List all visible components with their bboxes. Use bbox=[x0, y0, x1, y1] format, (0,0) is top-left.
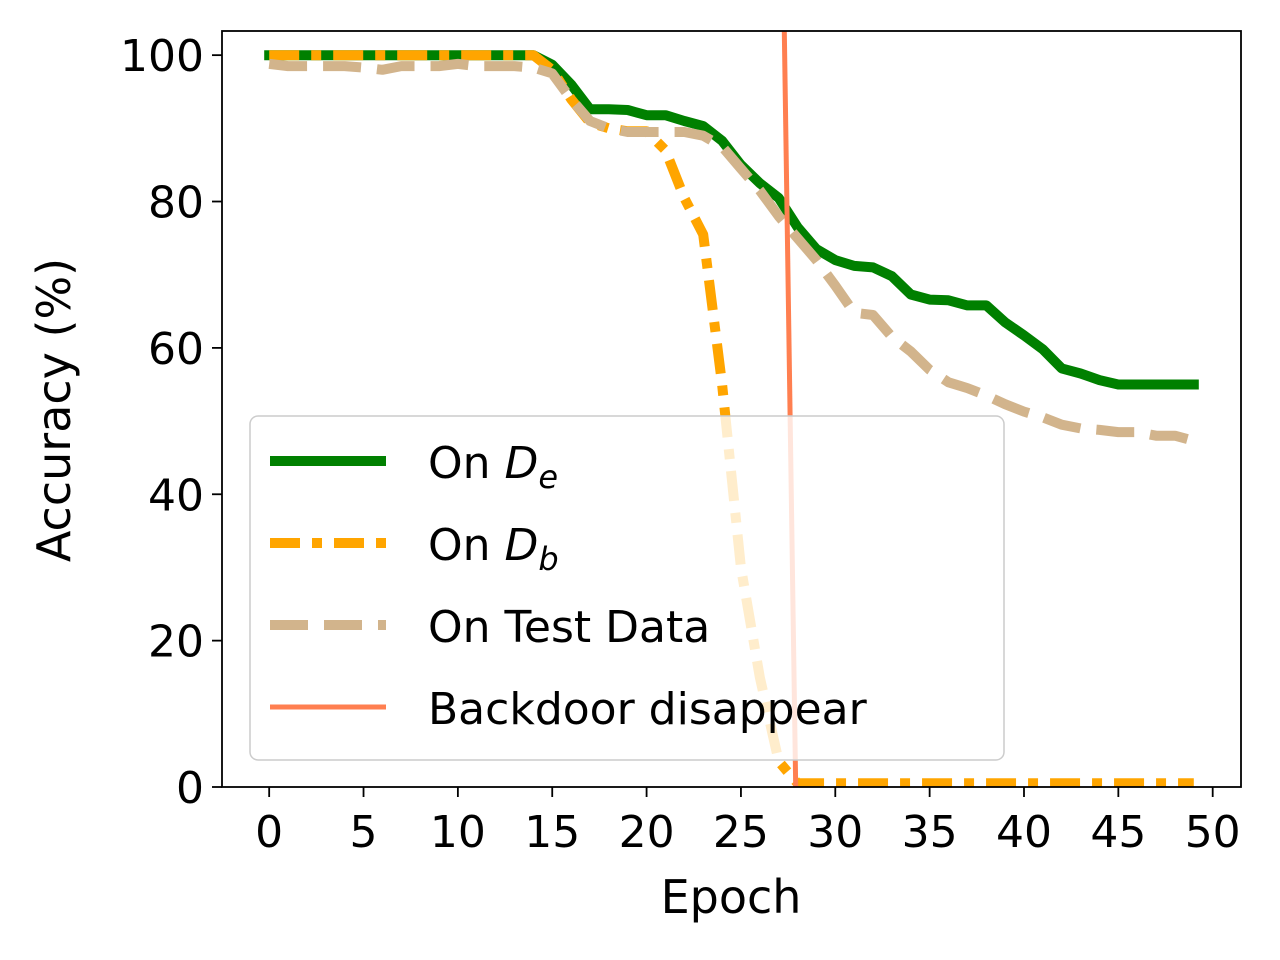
y-tick-label: 40 bbox=[148, 470, 204, 521]
x-tick-label: 10 bbox=[430, 807, 486, 858]
legend-frame bbox=[249, 415, 1005, 761]
y-axis: 0 20 40 60 80 100 bbox=[120, 31, 222, 814]
x-tick-label: 15 bbox=[524, 807, 580, 858]
x-tick-label: 25 bbox=[713, 807, 769, 858]
series-line-3 bbox=[268, 58, 1196, 446]
y-tick-label: 100 bbox=[120, 31, 204, 82]
legend-label-1: On De bbox=[428, 438, 558, 496]
x-axis-label: Epoch bbox=[661, 870, 802, 924]
series-line-1 bbox=[264, 50, 1199, 390]
x-tick-label: 50 bbox=[1185, 807, 1241, 858]
x-tick-label: 45 bbox=[1090, 807, 1146, 858]
legend: On De On Db On Test Data Backdoor disappear bbox=[249, 415, 1005, 761]
y-tick-label: 20 bbox=[148, 617, 204, 668]
legend-label-2: On Db bbox=[428, 520, 559, 578]
y-tick-label: 80 bbox=[148, 178, 204, 229]
legend-label-3: On Test Data bbox=[428, 602, 710, 653]
x-tick-label: 30 bbox=[807, 807, 863, 858]
plot-frame bbox=[221, 30, 1242, 788]
y-tick-label: 60 bbox=[148, 324, 204, 375]
y-tick-label: 0 bbox=[176, 763, 204, 814]
x-axis: 0 5 10 15 20 25 30 35 40 45 50 bbox=[255, 787, 1241, 858]
x-tick-label: 20 bbox=[619, 807, 675, 858]
y-axis-label: Accuracy (%) bbox=[27, 258, 81, 562]
x-tick-label: 0 bbox=[255, 807, 283, 858]
x-tick-label: 40 bbox=[996, 807, 1052, 858]
legend-label-4: Backdoor disappear bbox=[428, 684, 868, 735]
x-tick-label: 5 bbox=[350, 807, 378, 858]
x-tick-label: 35 bbox=[902, 807, 958, 858]
